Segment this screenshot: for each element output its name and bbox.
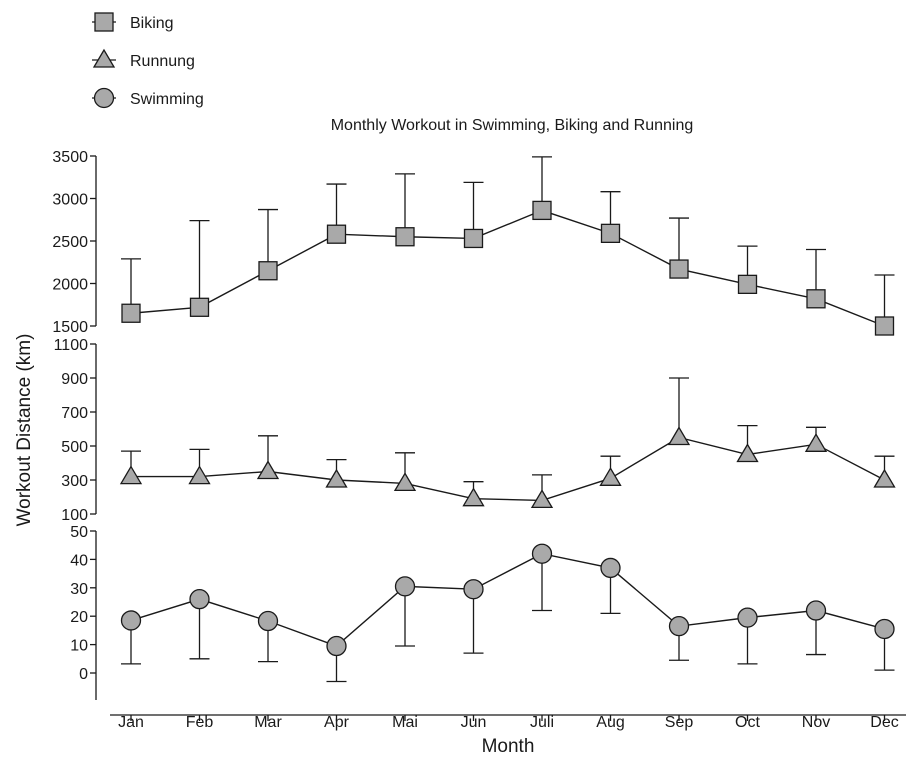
x-axis-label: Month: [482, 736, 535, 757]
data-point-runnung: [119, 465, 143, 485]
y-tick-label: 30: [70, 581, 88, 598]
chart-panels: 1500200025003000350010030050070090011000…: [52, 149, 906, 731]
y-tick-label: 50: [70, 524, 88, 541]
data-point-swimming: [737, 607, 758, 628]
data-point-biking: [463, 228, 484, 249]
data-point-runnung: [873, 468, 896, 488]
panel-biking: 1500 2000 2500 3000 3500: [52, 149, 895, 336]
data-point-swimming: [463, 579, 484, 600]
panel-runnung: 100 300 500 700 900 1100: [54, 337, 896, 524]
data-point-biking: [737, 274, 758, 295]
x-tick-label: Sep: [665, 714, 694, 731]
y-tick-label: 700: [61, 405, 88, 422]
data-point-runnung: [256, 460, 280, 480]
x-tick-label: Jun: [461, 714, 487, 731]
x-tick-label: Mar: [254, 714, 282, 731]
data-point-swimming: [600, 557, 621, 579]
data-point-swimming: [189, 589, 210, 610]
y-tick-label: 300: [61, 473, 88, 490]
data-point-runnung: [188, 465, 211, 485]
data-point-runnung: [736, 443, 759, 463]
data-point-runnung: [804, 433, 828, 452]
legend-triangle-icon: [92, 48, 116, 68]
data-point-swimming: [394, 576, 416, 597]
data-point-biking: [395, 227, 415, 247]
data-point-runnung: [325, 468, 348, 488]
data-point-runnung: [393, 472, 417, 492]
data-point-swimming: [874, 618, 895, 640]
legend-item-runnung: Runnung: [92, 48, 195, 70]
y-tick-label: 500: [61, 439, 88, 456]
legend-label: Runnung: [130, 53, 195, 70]
y-tick-label: 2500: [52, 234, 88, 251]
data-point-biking: [669, 259, 689, 279]
x-tick-label: Apr: [324, 714, 350, 731]
chart-legend: Biking Runnung Swimming: [92, 12, 204, 109]
legend-item-swimming: Swimming: [92, 87, 204, 109]
x-axis: Jan Feb Mar Apr Mai Jun Juli Aug Sep Oct Nov Dec: [110, 714, 906, 731]
data-point-runnung: [667, 426, 691, 446]
data-point-biking: [806, 289, 826, 309]
y-tick-label: 100: [61, 507, 88, 524]
x-tick-label: Aug: [596, 714, 624, 731]
data-point-biking: [600, 223, 621, 244]
y-tick-label: 1100: [54, 337, 89, 354]
series-line-swimming: [130, 552, 885, 647]
data-point-runnung: [599, 467, 622, 486]
y-tick-label: 10: [70, 638, 88, 655]
data-point-swimming: [326, 635, 347, 657]
data-point-swimming: [531, 543, 553, 564]
data-point-swimming: [668, 615, 690, 637]
y-tick-label: 0: [79, 666, 88, 683]
data-point-swimming: [120, 610, 142, 631]
legend-item-biking: Biking: [92, 12, 174, 32]
y-axis-label: Workout Distance (km): [14, 334, 35, 527]
y-tick-label: 1500: [52, 319, 88, 336]
x-tick-label: Juli: [530, 714, 554, 731]
y-tick-label: 3500: [52, 149, 88, 166]
y-tick-label: 40: [70, 552, 88, 569]
x-tick-label: Oct: [735, 714, 760, 731]
x-tick-label: Jan: [118, 714, 144, 731]
chart-title: Monthly Workout in Swimming, Biking and …: [331, 117, 694, 134]
legend-label: Swimming: [130, 91, 204, 108]
x-tick-label: Mai: [392, 714, 418, 731]
series-line-biking: [130, 209, 885, 327]
y-tick-label: 2000: [52, 277, 88, 294]
x-tick-label: Nov: [802, 714, 830, 731]
data-point-biking: [326, 224, 347, 244]
legend-circle-icon: [93, 87, 115, 109]
panel-swimming: 0 10 20 30 40 50: [70, 524, 895, 700]
data-point-biking: [874, 316, 895, 336]
y-tick-label: 3000: [52, 192, 88, 209]
legend-label: Biking: [130, 15, 174, 32]
x-tick-label: Dec: [870, 714, 898, 731]
y-tick-label: 20: [70, 609, 88, 626]
data-point-biking: [189, 297, 210, 317]
data-point-swimming: [257, 610, 279, 632]
data-point-biking: [258, 261, 278, 281]
data-point-biking: [532, 200, 552, 221]
series-line-runnung: [131, 436, 885, 502]
data-point-runnung: [530, 489, 554, 509]
data-point-biking: [121, 303, 141, 323]
y-tick-label: 900: [61, 371, 88, 388]
legend-square-icon: [94, 12, 114, 32]
x-tick-label: Feb: [186, 714, 214, 731]
data-point-swimming: [805, 600, 827, 621]
data-point-runnung: [462, 487, 485, 507]
